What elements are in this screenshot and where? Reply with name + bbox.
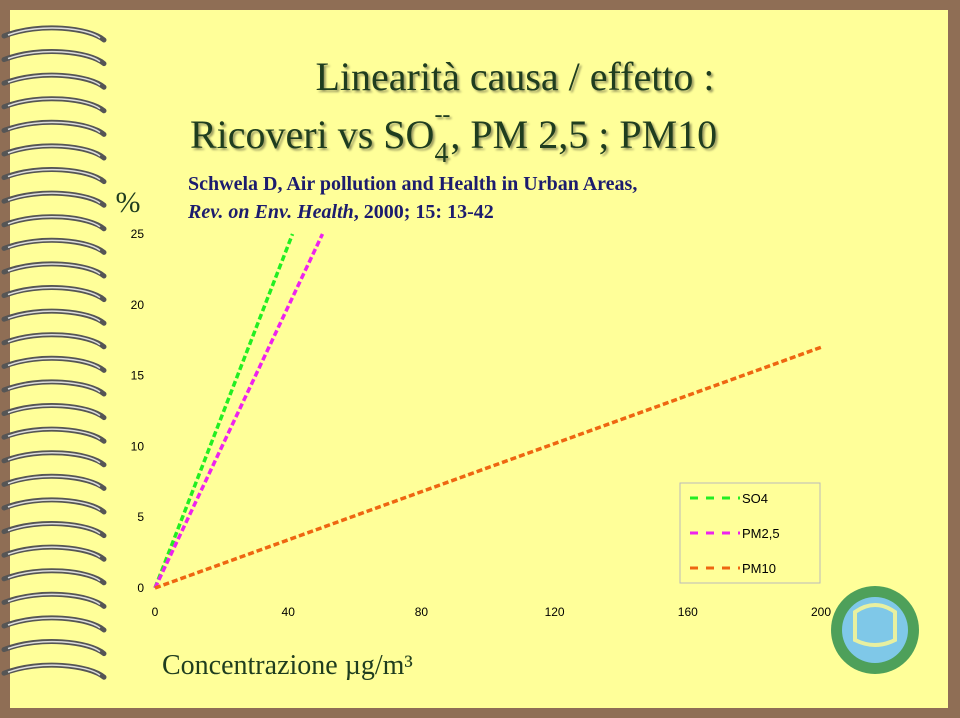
citation: Schwela D, Air pollution and Health in U… [188, 173, 637, 195]
binding-ring-highlight [7, 499, 101, 511]
legend-label: PM2,5 [742, 526, 780, 541]
logo [831, 586, 919, 674]
citation-text: , 2000; 15: 13-42 [354, 201, 494, 223]
legend-box [679, 482, 821, 584]
citation-journal: Rev. on Env. Health [187, 201, 354, 223]
binding-ring-highlight [7, 570, 101, 582]
binding-ring-highlight [7, 239, 101, 252]
legend-label: PM10 [742, 561, 776, 576]
data-line [154, 345, 822, 590]
citation: Rev. on Env. Health, 2000; 15: 13-42 [187, 201, 494, 223]
title-line: Linearità causa / effetto : [315, 54, 714, 99]
binding-ring-highlight [7, 50, 101, 63]
data-line [153, 233, 325, 589]
binding-ring-highlight [7, 593, 101, 606]
y-tick-label: 0 [137, 581, 144, 595]
x-tick-label: 0 [152, 605, 159, 619]
binding-ring-highlight [7, 452, 101, 464]
y-tick-label: 5 [137, 510, 144, 524]
binding-ring-highlight [7, 381, 101, 393]
binding-ring-highlight [7, 145, 101, 157]
binding-ring-highlight [7, 74, 101, 86]
binding-ring-highlight [7, 334, 101, 346]
binding-ring-highlight [7, 404, 101, 417]
binding-ring-highlight [7, 168, 101, 181]
y-axis-label: % [116, 186, 141, 219]
logo-harp [853, 603, 897, 647]
binding-ring-highlight [7, 310, 101, 322]
title-text: , PM 2,5 ; PM10 [450, 112, 717, 157]
binding-ring-highlight [7, 428, 101, 440]
binding-ring-highlight [7, 216, 101, 228]
binding-ring-highlight [7, 617, 101, 629]
x-tick-label: 120 [545, 605, 565, 619]
x-tick-label: 200 [811, 605, 831, 619]
y-tick-label: 25 [131, 227, 145, 241]
x-tick-label: 80 [415, 605, 429, 619]
legend-label: SO4 [742, 491, 768, 506]
title-subscript: 4 [434, 138, 448, 169]
binding-ring-highlight [7, 286, 101, 299]
x-tick-label: 40 [282, 605, 296, 619]
binding-ring-highlight [7, 121, 101, 134]
title-text: Ricoveri vs SO [190, 112, 434, 157]
data-line [153, 233, 295, 589]
x-axis-label: Concentrazione µg/m³ [162, 650, 413, 681]
binding-ring-highlight [7, 192, 101, 204]
binding-ring-highlight [7, 475, 101, 488]
binding-ring-highlight [7, 27, 101, 39]
y-tick-label: 20 [131, 298, 145, 312]
binding-ring-highlight [7, 522, 101, 535]
binding-ring-highlight [7, 357, 101, 370]
y-tick-label: 15 [131, 369, 145, 383]
binding-ring-highlight [7, 546, 101, 558]
logo-inner [842, 597, 908, 663]
binding-ring-highlight [7, 98, 101, 110]
y-tick-label: 10 [131, 439, 145, 453]
title-superscript: -- [434, 102, 450, 128]
title-line: Ricoveri vs SO4 --, PM 2,5 ; PM10 [190, 102, 717, 169]
x-tick-label: 160 [678, 605, 698, 619]
binding-ring-highlight [7, 664, 101, 676]
binding-ring-highlight [7, 640, 101, 653]
binding-ring-highlight [7, 263, 101, 275]
